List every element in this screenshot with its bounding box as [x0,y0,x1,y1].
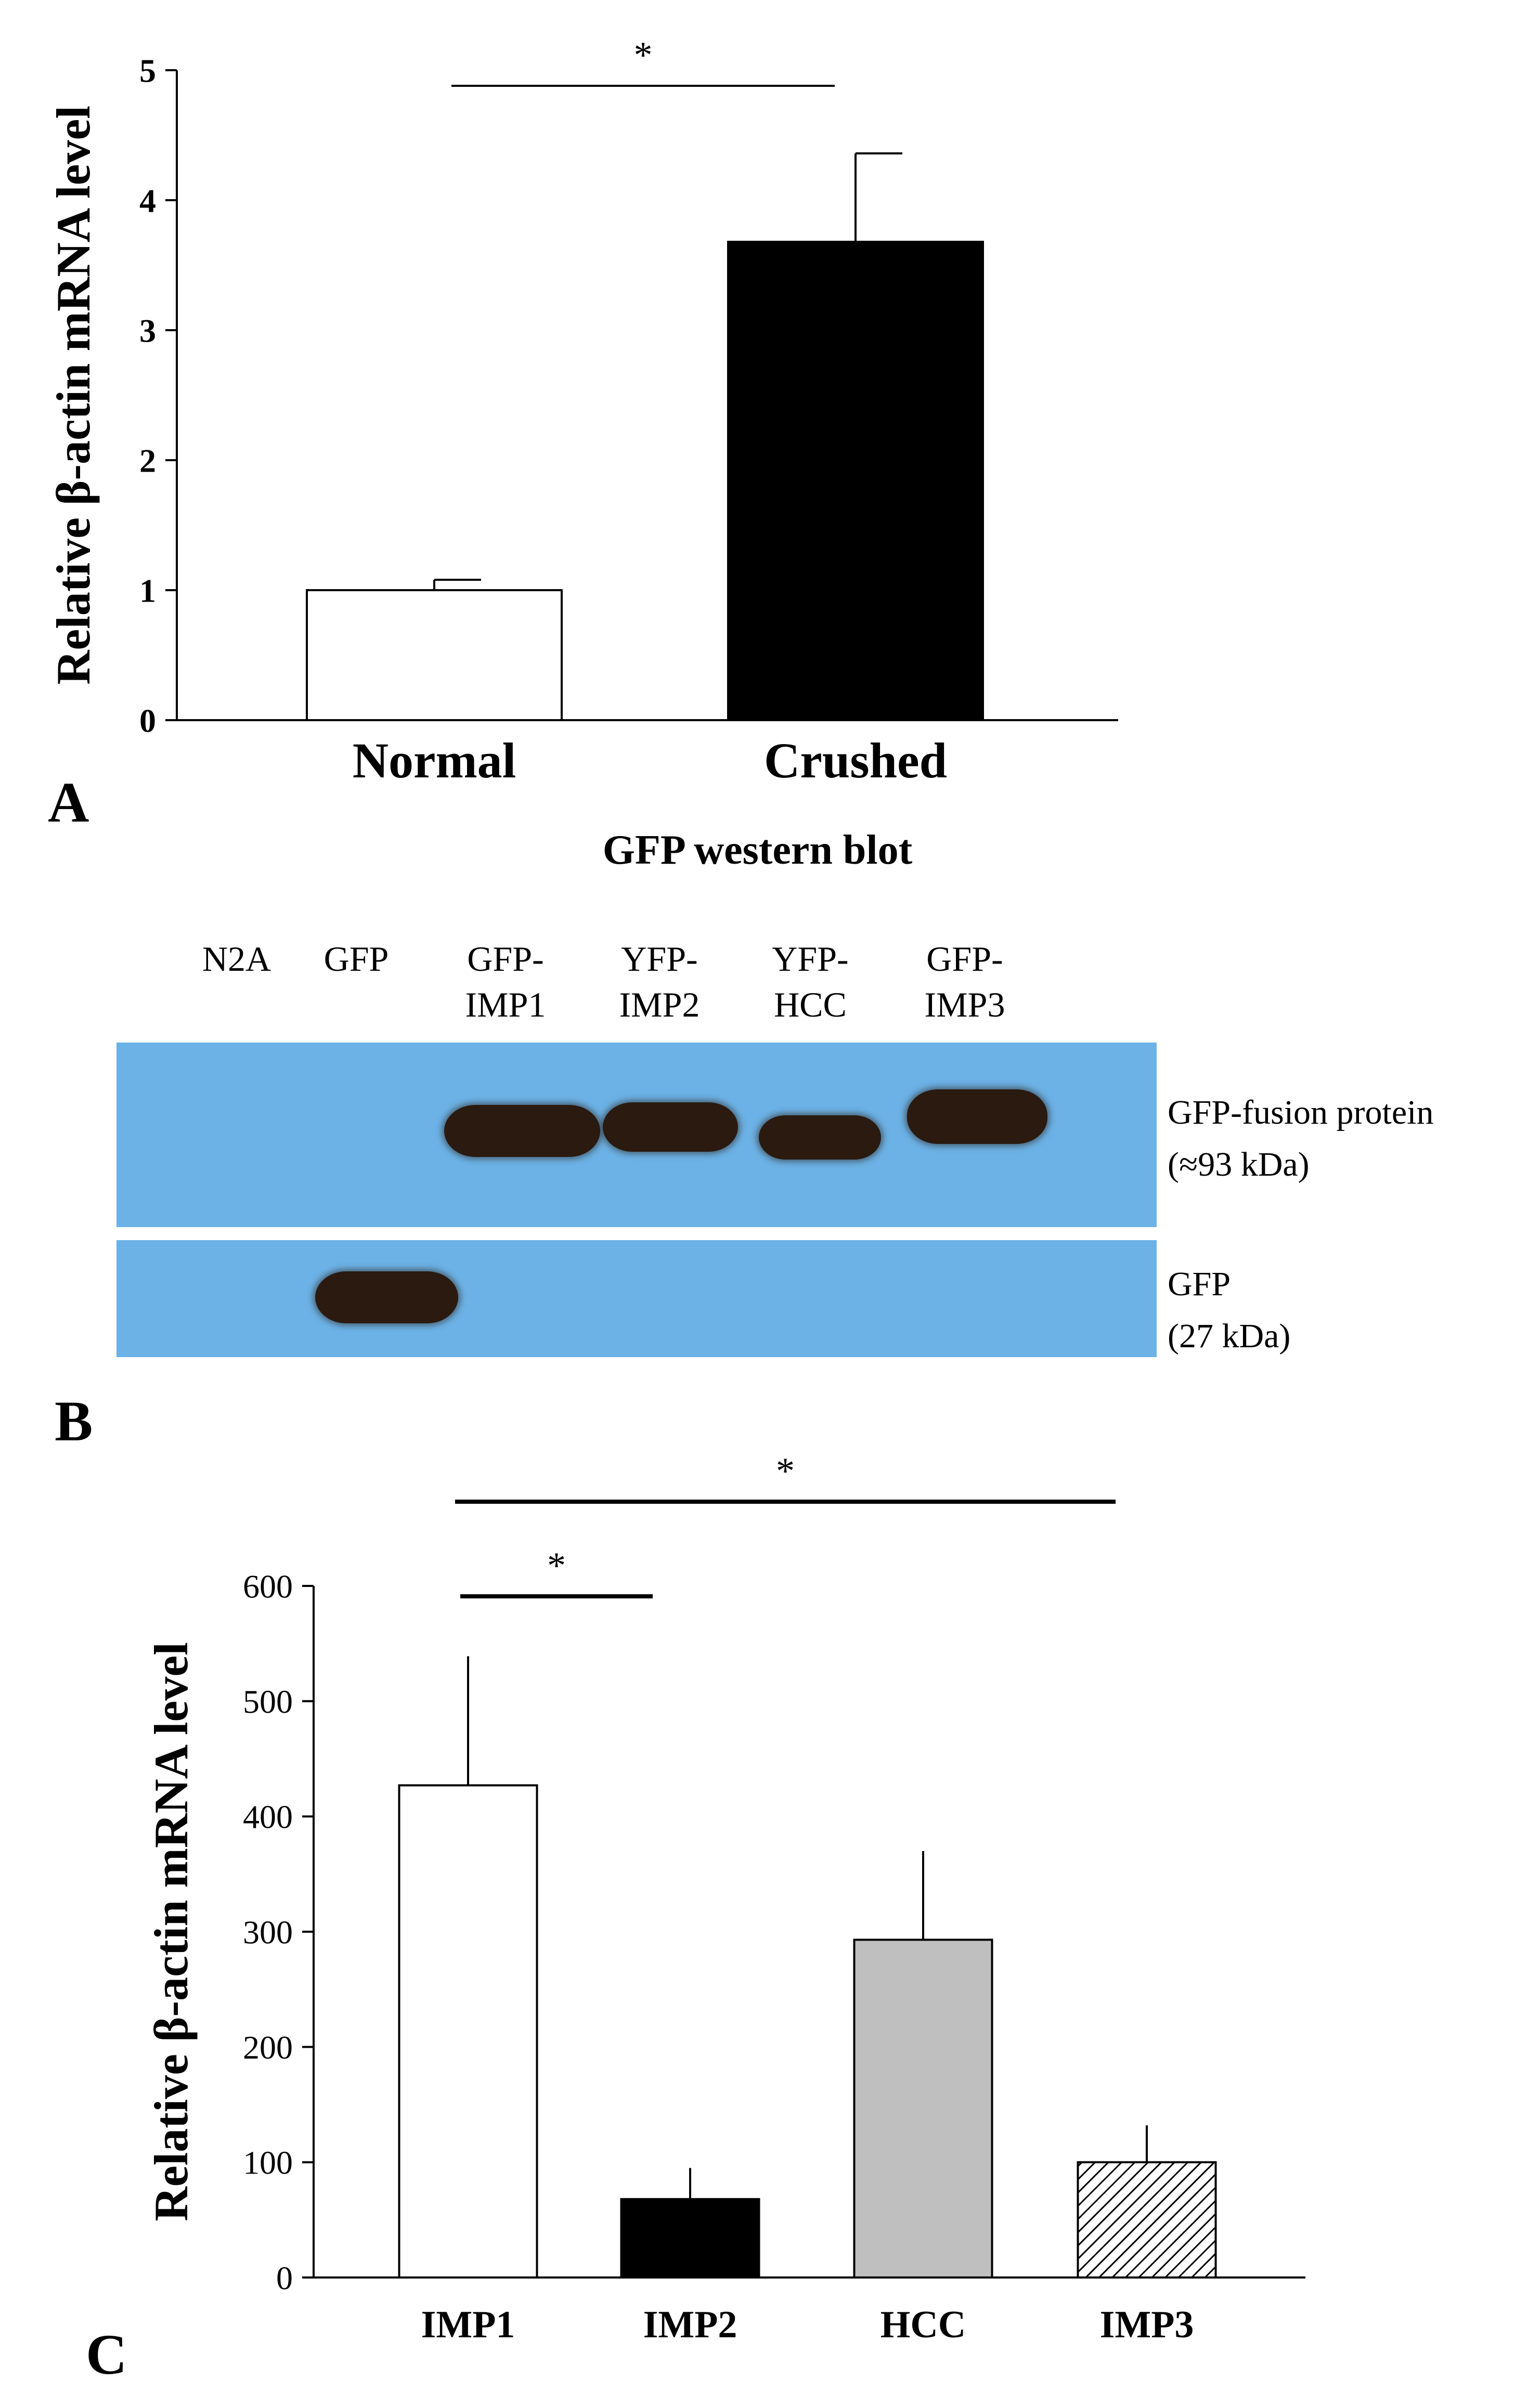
chart-c: 0 100 200 300 400 500 600 Relative β-actin mRNA… [145,1456,1305,2346]
y-tick-label: 200 [243,2029,293,2066]
band-gfp-imp1 [444,1105,600,1157]
y-tick-label: 0 [276,2259,293,2296]
y-tick-label: 0 [139,702,156,739]
band-gfp [315,1271,458,1323]
panel-letter-c: C [86,2323,127,2386]
chart-a-marks: Normal Crushed * [306,34,984,780]
bar-crushed [727,241,984,721]
panel-letter-b: B [55,1389,93,1453]
bar-hcc [853,1938,993,2279]
chart-c-axes: 0 100 200 300 400 500 600 Relative β-actin mRNA… [145,1568,1305,2296]
band-yfp-imp2 [603,1102,738,1152]
blot-title: GFP western blot [602,827,913,873]
x-tick-label: IMP3 [1100,2303,1194,2346]
y-tick-label: 4 [139,182,156,219]
blot-upper-caption: GFP-fusion protein (≈93 kDa) [1168,1094,1434,1183]
x-tick-label: HCC [880,2303,966,2346]
bar-normal [306,589,563,721]
chart-c-marks: IMP1 IMP2 HCC IMP3 * * [398,1456,1217,2346]
chart-a-axes: 0 1 2 3 4 5 Relative β-actin mRNA level [47,52,1118,739]
y-tick-label: 400 [243,1799,293,1836]
chart-a: 0 1 2 3 4 5 Relative β-actin mRNA level Normal… [47,34,1118,780]
lane-label-gfp: GFP [323,939,389,979]
bar-imp3 [1077,2161,1217,2279]
y-tick-label: 5 [139,52,156,89]
significance-star: * [776,1456,795,1492]
x-tick-label: Crushed [764,733,947,780]
x-tick-label: IMP1 [421,2303,515,2346]
band-gfp-imp3 [907,1089,1047,1144]
y-tick-label: 300 [243,1914,293,1950]
y-tick-label: 500 [243,1683,293,1720]
y-tick-label: 1 [139,572,156,609]
x-tick-label: IMP2 [643,2303,737,2346]
y-axis-label: Relative β-actin mRNA level [145,1642,198,2221]
y-tick-label: 100 [243,2144,293,2181]
y-axis-label: Relative β-actin mRNA level [47,106,100,685]
lane-label-gfp-imp1: GFP- IMP1 [465,939,546,1024]
lane-label-gfp-imp3: GFP- IMP3 [924,939,1005,1024]
y-tick-label: 600 [243,1568,293,1605]
blot-lower-strip [116,1240,1157,1357]
bar-imp2 [620,2198,760,2279]
blot-upper-strip [116,1043,1157,1227]
x-tick-label: Normal [353,733,516,780]
lane-label-yfp-hcc: YFP- HCC [772,939,849,1024]
blot-lower-caption: GFP (27 kDa) [1168,1265,1291,1355]
significance-star: * [547,1545,566,1586]
lane-label-yfp-imp2: YFP- IMP2 [619,939,700,1024]
bar-imp1 [398,1784,538,2279]
lane-label-n2a: N2A [202,939,271,979]
y-tick-label: 2 [139,442,156,479]
significance-star: * [634,34,653,76]
band-yfp-hcc [759,1115,881,1160]
y-tick-label: 3 [139,312,156,349]
panel-letter-a: A [48,771,89,834]
